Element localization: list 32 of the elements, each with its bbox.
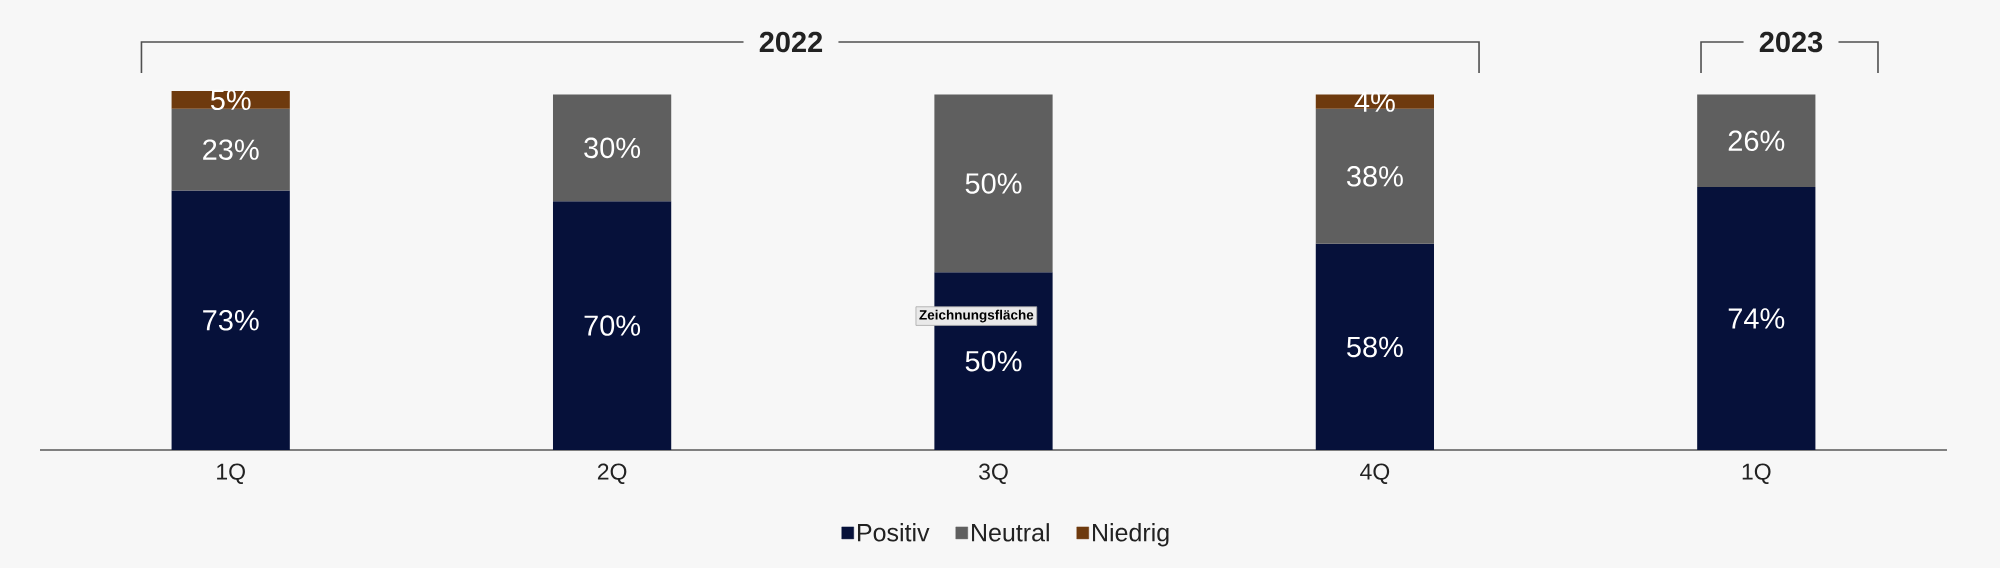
x-tick-label: 4Q — [1360, 463, 1390, 484]
data-label: 73% — [203, 310, 259, 331]
text: 2022 — [759, 31, 823, 53]
data-label: 74% — [1728, 308, 1785, 329]
text: 2023 — [1759, 31, 1823, 53]
bar — [1697, 186, 1816, 450]
data-label: 26% — [1728, 130, 1785, 152]
bar — [1315, 243, 1435, 450]
x-tick-label: 3Q — [979, 463, 1008, 484]
data-label: 4% — [1354, 91, 1395, 112]
bar — [171, 91, 290, 109]
data-label: 5% — [210, 89, 251, 111]
data-label: 50% — [965, 350, 1022, 372]
data-label: 38% — [1346, 166, 1403, 187]
x-tick-label: 1Q — [1742, 463, 1771, 484]
legend-label: Positiv — [857, 523, 930, 542]
bar — [171, 190, 290, 450]
legend-label: Neutral — [972, 523, 1049, 542]
data-label: 23% — [203, 139, 259, 160]
bar — [934, 94, 1053, 273]
legend-label: Niedrig — [1093, 523, 1169, 547]
data-label: 70% — [584, 315, 641, 336]
data-label: 30% — [584, 137, 641, 159]
bar — [552, 201, 672, 450]
bar — [1697, 94, 1816, 187]
x-tick-label: 1Q — [217, 463, 245, 484]
bar — [171, 108, 290, 191]
data-label: 58% — [1347, 336, 1403, 358]
bar — [552, 94, 672, 202]
x-tick-label: 2Q — [597, 463, 627, 484]
annotation: Zeichnungsfläche — [919, 309, 1034, 323]
data-label: 50% — [965, 173, 1022, 194]
